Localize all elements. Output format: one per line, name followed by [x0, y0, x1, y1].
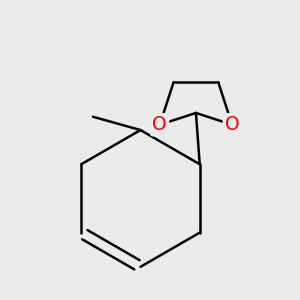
Text: O: O — [225, 115, 239, 134]
Text: O: O — [152, 115, 167, 134]
